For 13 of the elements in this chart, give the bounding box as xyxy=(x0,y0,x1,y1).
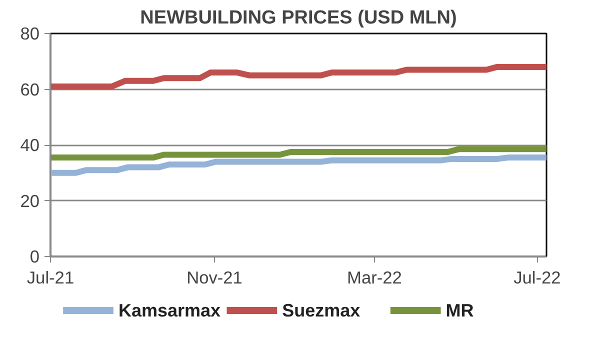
x-tick-label: Mar-22 xyxy=(347,268,402,288)
y-tick-label: 0 xyxy=(30,246,40,266)
x-tick-label: Jul-21 xyxy=(26,268,74,288)
chart-title: NEWBUILDING PRICES (USD MLN) xyxy=(140,8,457,28)
y-tick-label: 40 xyxy=(20,135,40,155)
x-tick-label: Jul-22 xyxy=(514,268,561,288)
y-tick-label: 20 xyxy=(20,190,40,211)
y-tick-label: 80 xyxy=(20,24,40,44)
legend-label: Kamsarmax xyxy=(118,300,221,320)
y-tick-label: 60 xyxy=(20,79,40,100)
legend-label: Suezmax xyxy=(282,300,360,320)
x-tick-label: Nov-21 xyxy=(186,268,242,288)
legend-label: MR xyxy=(446,300,474,320)
